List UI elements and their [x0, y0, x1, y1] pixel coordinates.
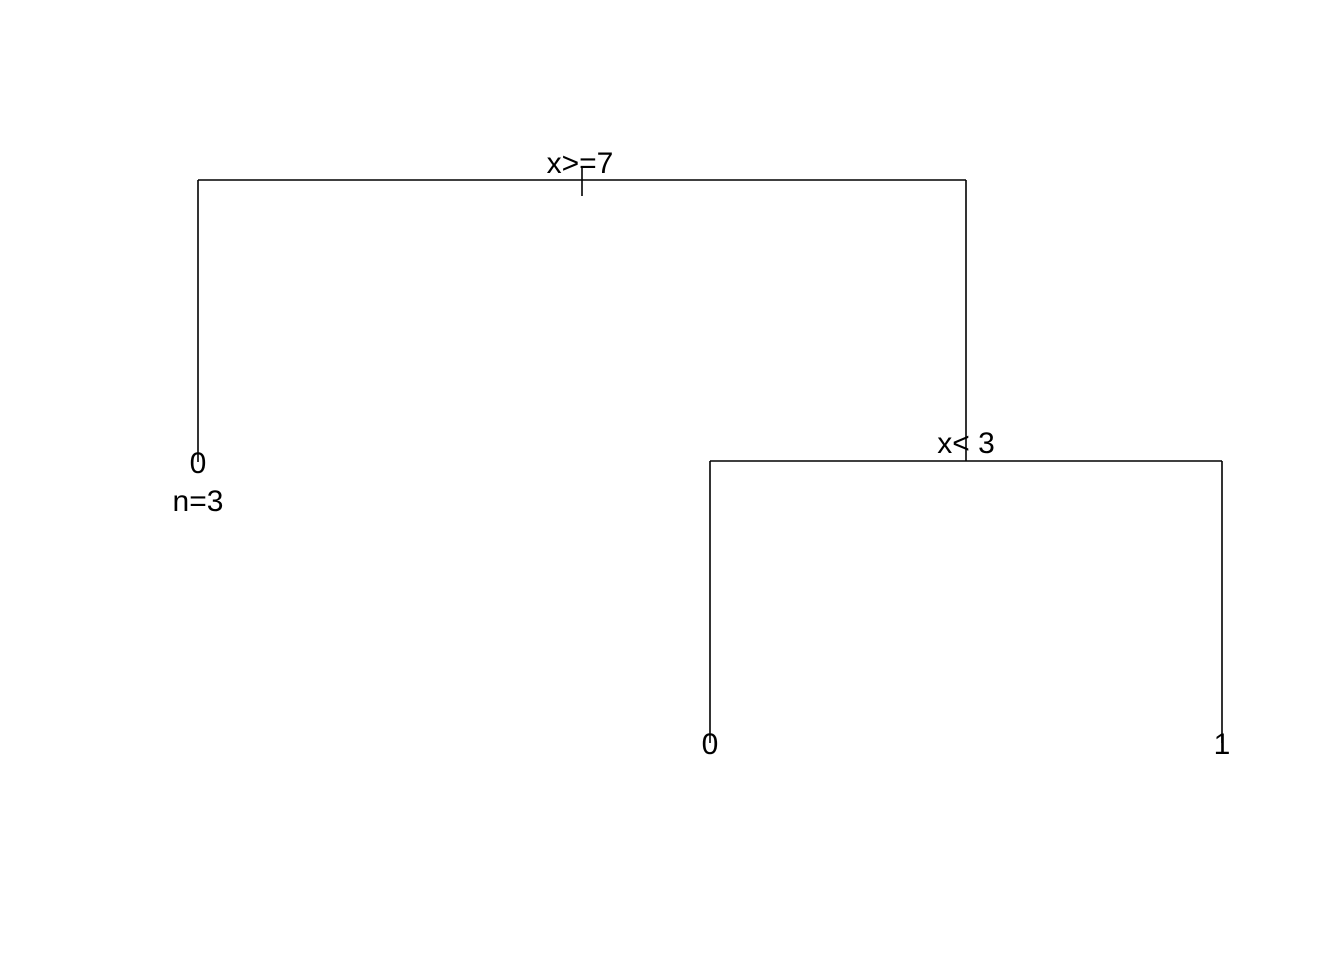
root-split-label: x>=7	[547, 147, 614, 180]
left-leaf-count-label: n=3	[173, 485, 224, 518]
right-left-leaf-class-label: 0	[702, 728, 719, 761]
right-right-leaf-class-label: 1	[1214, 728, 1231, 761]
left-leaf-class-label: 0	[190, 447, 207, 480]
second-split-label: x< 3	[937, 427, 995, 460]
